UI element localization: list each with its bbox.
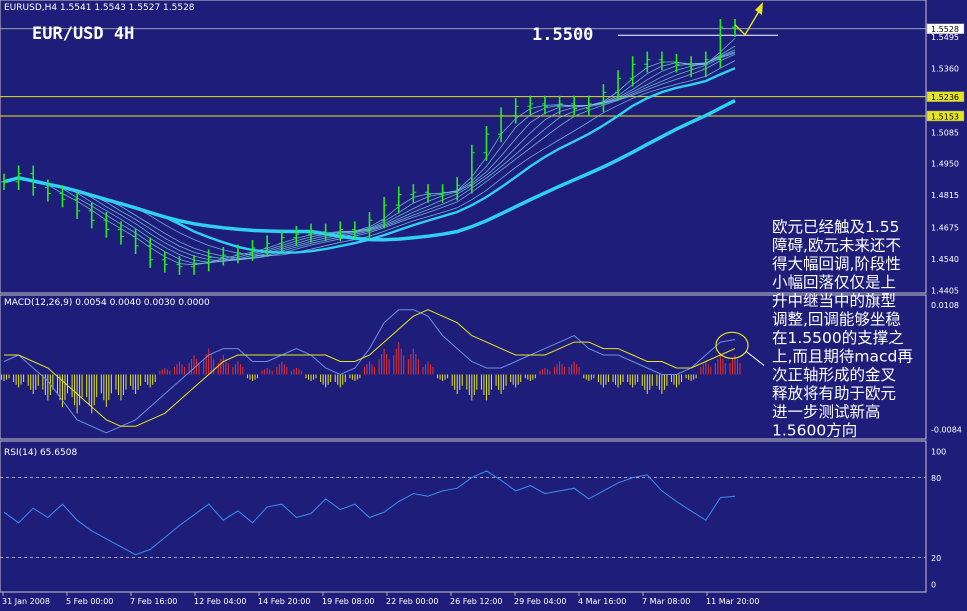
x-axis-label: 14 Feb 20:00 [258, 597, 310, 606]
annotation-text-line: 欧元已经触及1.55 [772, 218, 900, 236]
annotation-text-line: 升中继当中的旗型 [772, 292, 896, 310]
uptrend-arrow [734, 7, 762, 36]
annotation-text-line: 得大幅回调,阶段性 [772, 255, 901, 273]
rsi-header: RSI(14) 65.6508 [4, 448, 77, 458]
macd-axis-label: -0.0084 [931, 425, 962, 434]
annotation-text-line: 释放将有助于欧元 [772, 385, 896, 403]
rsi-axis-label: 20 [931, 554, 941, 563]
rsi-line [3, 470, 736, 556]
macd-signal-line [4, 309, 736, 427]
price-axis-label: 1.5153 [931, 112, 959, 121]
price-axis-label: 1.5360 [931, 64, 959, 73]
price-axis-label: 1.5528 [931, 25, 959, 34]
annotation-text-line: 障碍,欧元未来还不 [772, 237, 901, 255]
annotation-text-line: 1.5600方向 [772, 422, 857, 440]
uptrend-arrowhead [755, 2, 763, 15]
price-axis-tag [926, 91, 965, 102]
x-axis-label: 29 Feb 04:00 [514, 597, 566, 606]
annotation-text-line: 调整,回调能够坐稳 [772, 311, 901, 329]
macd-header: MACD(12,26,9) 0.0054 0.0040 0.0030 0.000… [4, 298, 210, 308]
annotation-text-line: 进一步测试新高 [772, 403, 881, 421]
x-axis-label: 4 Mar 16:00 [578, 597, 626, 606]
x-axis-label: 12 Feb 04:00 [194, 597, 246, 606]
x-axis-label: 19 Feb 08:00 [322, 597, 374, 606]
price-header: EURUSD,H4 1.5541 1.5543 1.5527 1.5528 [4, 3, 195, 13]
macd-line [3, 309, 736, 434]
annotation-text-line: 上,而且期待macd再 [772, 348, 913, 366]
price-axis-label: 1.5236 [931, 93, 959, 102]
price-axis-tag [926, 110, 965, 122]
chart-title: EUR/USD 4H [32, 24, 134, 44]
level-label: 1.5500 [532, 25, 593, 45]
x-axis-label: 22 Feb 00:00 [386, 597, 438, 606]
price-axis-label: 1.4405 [931, 287, 959, 296]
price-axis-label: 1.4675 [931, 224, 959, 233]
x-axis-label: 26 Feb 12:00 [450, 597, 502, 606]
x-axis-label: 7 Feb 16:00 [130, 597, 177, 606]
price-axis-label: 1.5495 [931, 33, 959, 42]
annotation-text-line: 次正轴形成的金叉 [772, 366, 896, 384]
x-axis-label: 5 Feb 00:00 [66, 597, 113, 606]
price-axis-label: 1.4950 [931, 160, 959, 169]
macd-axis-label: 0.0108 [931, 301, 959, 310]
x-axis-label: 31 Jan 2008 [2, 597, 50, 606]
macd-panel [0, 294, 927, 440]
rsi-axis-label: 100 [931, 448, 946, 457]
golden-cross-circle [715, 331, 749, 359]
price-axis-label: 1.4815 [931, 191, 959, 200]
mid-moving-average [3, 67, 736, 254]
x-axis-label: 7 Mar 08:00 [642, 597, 690, 606]
rsi-axis-label: 0 [931, 581, 936, 590]
annotation-text-line: 在1.5500的支撑之 [772, 329, 904, 347]
golden-cross-pointer [745, 350, 765, 366]
rsi-axis-label: 80 [931, 474, 941, 483]
rsi-panel [0, 440, 927, 593]
annotation-text-line: 小幅回落仅仅是上 [772, 274, 896, 292]
price-panel [0, 0, 927, 294]
price-axis-label: 1.4540 [931, 255, 959, 264]
price-axis-label: 1.5085 [931, 128, 959, 137]
x-axis-label: 11 Mar 20:00 [706, 597, 759, 606]
price-axis-tag [926, 23, 965, 34]
